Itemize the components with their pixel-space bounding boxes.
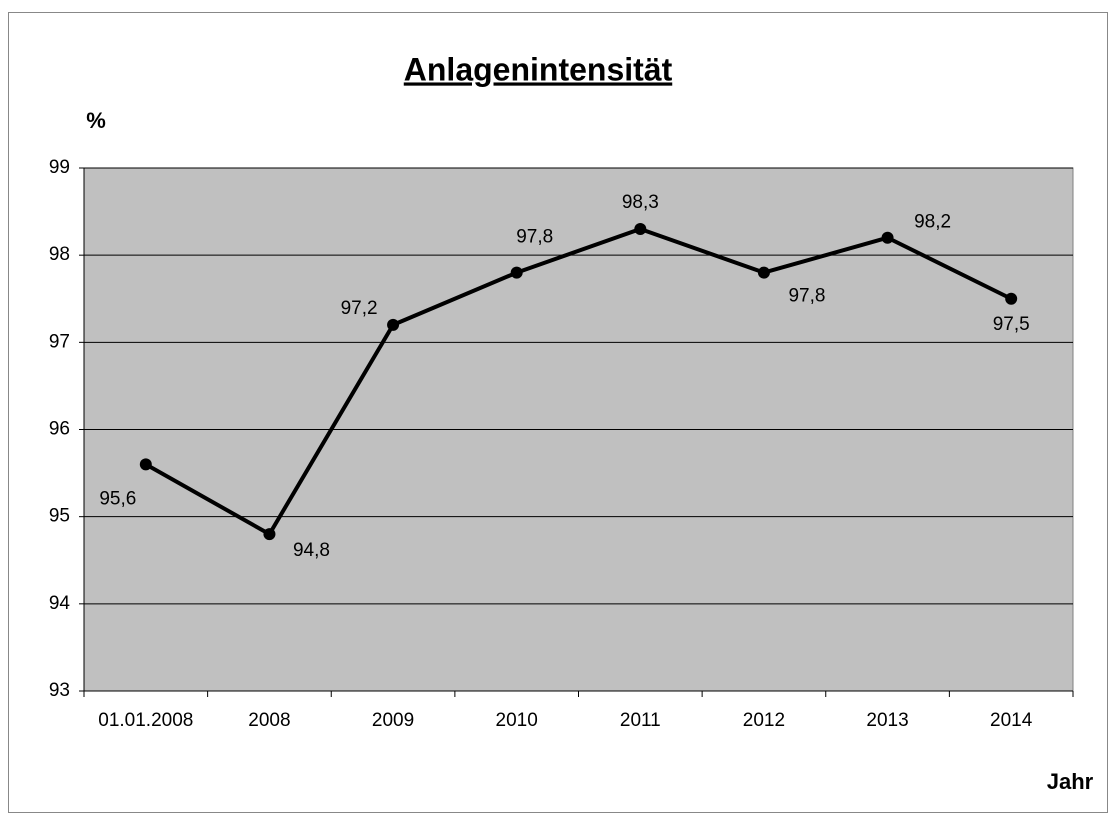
x-tick-label: 2009	[372, 710, 414, 731]
x-tick-label: 2014	[990, 710, 1033, 731]
y-axis-label: %	[86, 108, 106, 133]
data-label: 95,6	[99, 488, 136, 509]
x-tick-label: 01.01.2008	[98, 710, 193, 731]
x-tick-label: 2012	[743, 710, 785, 731]
x-tick-label: 2013	[866, 710, 908, 731]
y-tick-label: 99	[49, 157, 70, 178]
data-label: 94,8	[293, 540, 330, 561]
data-point	[1005, 292, 1018, 305]
y-tick-label: 98	[49, 244, 70, 265]
data-label: 97,8	[516, 227, 553, 248]
data-point	[387, 318, 400, 331]
y-tick-label: 96	[49, 419, 70, 440]
data-label: 98,2	[914, 212, 951, 233]
data-label: 97,2	[341, 298, 378, 319]
y-tick-label: 95	[49, 506, 70, 527]
data-point	[881, 231, 894, 244]
data-label: 98,3	[622, 192, 659, 213]
data-point	[757, 266, 770, 279]
x-tick-label: 2011	[620, 710, 661, 731]
x-tick-label: 2010	[496, 710, 538, 731]
data-line	[144, 227, 1013, 537]
chart-title: Anlagenintensität	[404, 51, 673, 87]
x-axis-label: Jahr	[1047, 769, 1094, 794]
x-tick-label: 2008	[248, 710, 290, 731]
data-label: 97,8	[788, 286, 825, 307]
data-point	[263, 528, 276, 541]
data-label: 97,5	[993, 314, 1030, 335]
data-point	[139, 458, 152, 471]
data-point	[634, 223, 647, 236]
y-tick-label: 97	[49, 331, 70, 352]
y-tick-label: 93	[49, 680, 70, 701]
data-point	[510, 266, 523, 279]
y-tick-label: 94	[49, 593, 71, 614]
